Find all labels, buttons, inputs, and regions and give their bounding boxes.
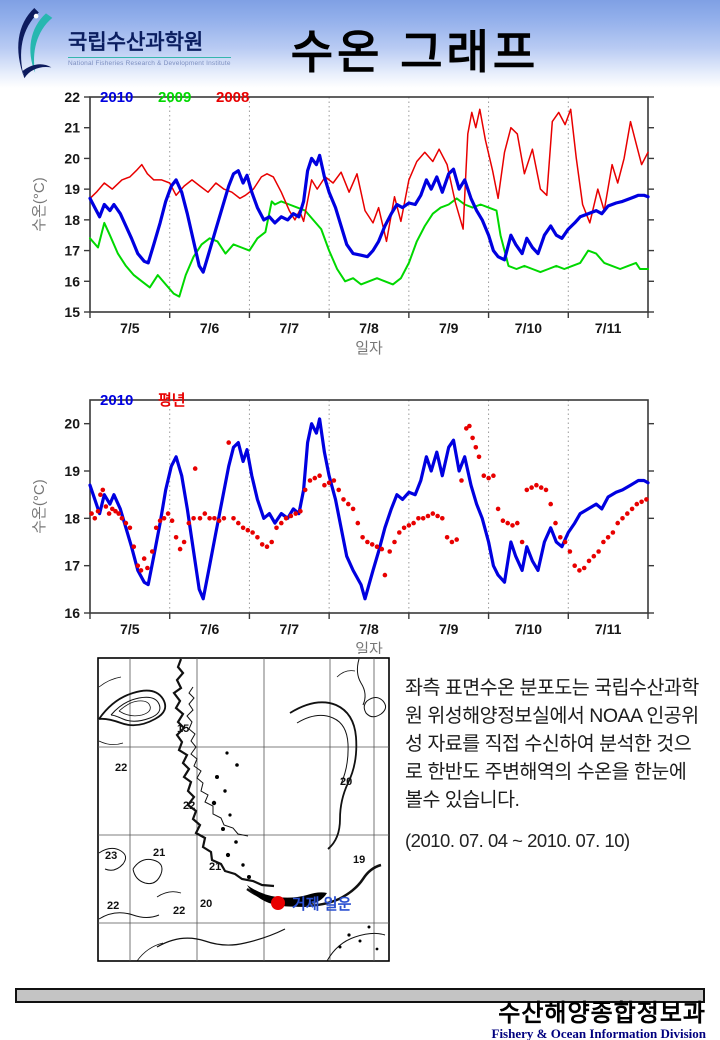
svg-text:18: 18 <box>64 510 80 526</box>
svg-text:7/10: 7/10 <box>515 621 542 637</box>
sst-contour-map: 15 22 22 20 23 21 21 19 22 22 20 거제 일운 <box>97 657 390 962</box>
svg-text:19: 19 <box>353 854 365 866</box>
svg-text:20: 20 <box>64 150 80 166</box>
svg-text:7/10: 7/10 <box>515 320 542 336</box>
svg-text:2010: 2010 <box>100 392 133 409</box>
division-name-en: Fishery & Ocean Information Division <box>491 1026 707 1040</box>
svg-text:수온(°C): 수온(°C) <box>31 479 48 533</box>
description-text: 좌측 표면수온 분포도는 국립수산과학원 위성해양정보실에서 NOAA 인공위성… <box>405 677 699 811</box>
map-description: 좌측 표면수온 분포도는 국립수산과학원 위성해양정보실에서 NOAA 인공위성… <box>405 674 707 852</box>
svg-text:20: 20 <box>200 898 212 910</box>
map-islands <box>211 751 379 951</box>
division-name-ko: 수산해양종합정보과 <box>498 1000 706 1027</box>
logo-title: 국립수산과학원 <box>68 31 204 54</box>
header-banner: 국립수산과학원 National Fisheries Research & De… <box>0 0 720 88</box>
svg-text:19: 19 <box>64 181 80 197</box>
svg-text:22: 22 <box>183 800 195 812</box>
svg-text:일자: 일자 <box>355 641 383 654</box>
svg-text:7/9: 7/9 <box>439 320 459 336</box>
svg-text:평년: 평년 <box>158 391 186 409</box>
svg-text:22: 22 <box>64 89 80 105</box>
map-frame <box>97 657 390 962</box>
svg-text:20: 20 <box>340 776 352 788</box>
observation-period: (2010. 07. 04 ~ 2010. 07. 10) <box>405 830 630 851</box>
svg-text:18: 18 <box>64 212 80 228</box>
svg-text:7/7: 7/7 <box>280 621 300 637</box>
sst-normal-chart: 16 17 18 19 20 7/5 7/6 7/7 7/8 7/9 7/10 7/11 일자 수온(°C… <box>31 391 654 654</box>
svg-text:7/6: 7/6 <box>200 621 220 637</box>
svg-text:17: 17 <box>64 558 80 574</box>
svg-text:21: 21 <box>64 120 80 136</box>
svg-text:2009: 2009 <box>158 89 191 106</box>
svg-text:21: 21 <box>209 861 221 873</box>
svg-text:15: 15 <box>177 723 189 735</box>
svg-text:2010: 2010 <box>100 89 133 106</box>
svg-text:21: 21 <box>153 847 165 859</box>
svg-text:일자: 일자 <box>355 340 383 357</box>
logo-subtitle: National Fisheries Research & Developmen… <box>68 57 231 67</box>
svg-text:17: 17 <box>64 243 80 259</box>
svg-text:16: 16 <box>64 605 80 621</box>
map-contours <box>98 658 387 962</box>
svg-text:7/7: 7/7 <box>280 320 300 336</box>
sst-comparison-chart: 15 16 17 18 19 20 21 22 7/5 7/6 7/7 7/8 7/9 7/10 7/11 일… <box>31 89 654 357</box>
svg-text:7/5: 7/5 <box>120 621 140 637</box>
svg-text:7/8: 7/8 <box>359 320 379 336</box>
station-marker <box>271 896 285 910</box>
svg-text:7/11: 7/11 <box>595 320 622 336</box>
svg-text:20: 20 <box>64 416 80 432</box>
svg-text:7/9: 7/9 <box>439 621 459 637</box>
svg-text:22: 22 <box>173 905 185 917</box>
svg-text:16: 16 <box>64 273 80 289</box>
nfrdi-logo: 국립수산과학원 National Fisheries Research & De… <box>10 5 231 83</box>
footer: 수산해양종합정보과 Fishery & Ocean Information Di… <box>492 1002 707 1040</box>
svg-text:15: 15 <box>64 304 80 320</box>
svg-text:7/11: 7/11 <box>595 621 622 637</box>
station-label: 거제 일운 <box>292 896 352 913</box>
svg-text:2008: 2008 <box>216 89 249 106</box>
svg-text:19: 19 <box>64 463 80 479</box>
svg-text:22: 22 <box>115 762 127 774</box>
svg-text:22: 22 <box>107 900 119 912</box>
map-contour-labels: 15 22 22 20 23 21 21 19 22 22 20 <box>105 723 365 917</box>
svg-text:7/8: 7/8 <box>359 621 379 637</box>
svg-text:수온(°C): 수온(°C) <box>31 177 48 231</box>
footer-divider <box>15 988 705 1003</box>
svg-text:7/5: 7/5 <box>120 320 140 336</box>
svg-text:7/6: 7/6 <box>200 320 220 336</box>
page-title: 수온 그래프 <box>290 26 540 78</box>
fish-logo-icon <box>18 8 53 79</box>
svg-text:23: 23 <box>105 850 117 862</box>
